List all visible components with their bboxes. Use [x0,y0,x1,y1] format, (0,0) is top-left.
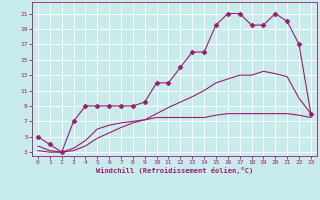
X-axis label: Windchill (Refroidissement éolien,°C): Windchill (Refroidissement éolien,°C) [96,167,253,174]
